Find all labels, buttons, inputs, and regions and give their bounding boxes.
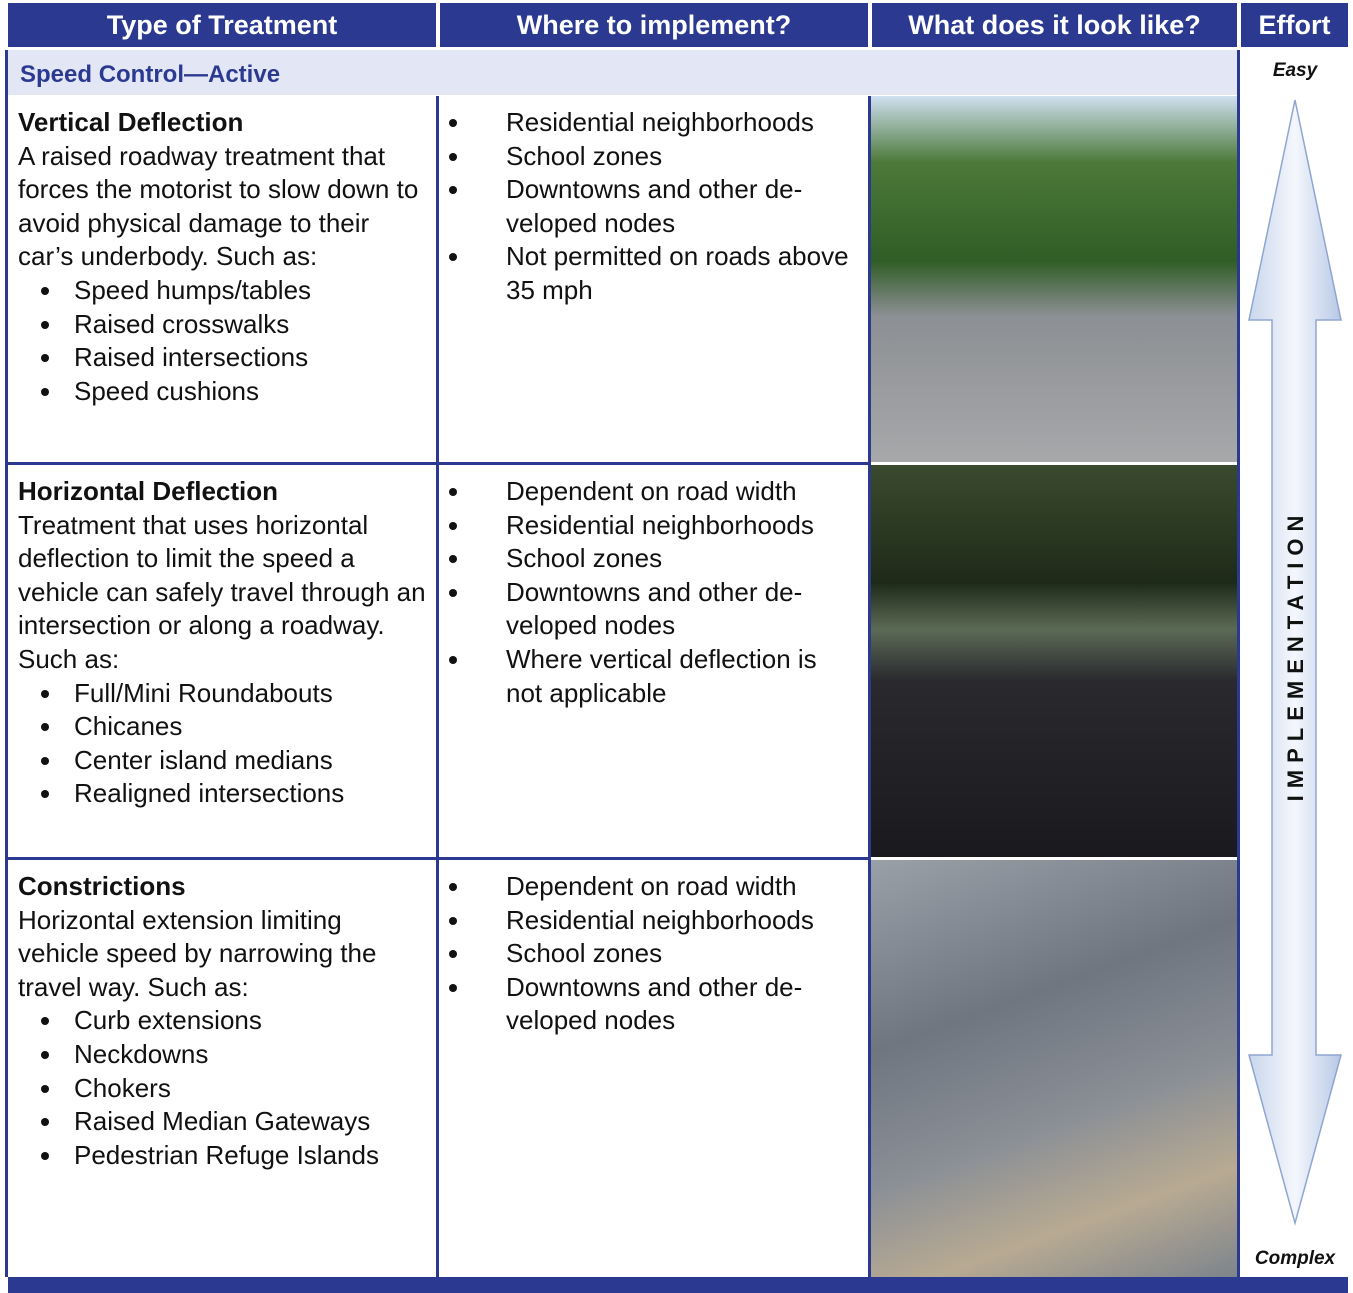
where-item: School zones bbox=[472, 140, 858, 174]
photo bbox=[871, 96, 1237, 462]
example-item: Full/Mini Roundabouts bbox=[64, 677, 426, 711]
column-divider bbox=[5, 50, 8, 1277]
example-item: Raised crosswalks bbox=[64, 308, 426, 342]
example-item: Chokers bbox=[64, 1072, 426, 1106]
example-item: Pedestrian Refuge Islands bbox=[64, 1139, 426, 1173]
example-item: Curb extensions bbox=[64, 1004, 426, 1038]
example-list: Curb extensionsNeckdownsChokersRaised Me… bbox=[18, 1004, 426, 1172]
column-divider bbox=[868, 96, 871, 1277]
example-item: Realigned intersections bbox=[64, 777, 426, 811]
example-item: Neckdowns bbox=[64, 1038, 426, 1072]
column-divider bbox=[436, 96, 439, 1277]
where-item: Downtowns and other de­veloped nodes bbox=[472, 576, 858, 643]
where-cell: Residential neighborhoodsSchool zonesDow… bbox=[440, 96, 868, 462]
where-item: Dependent on road width bbox=[472, 870, 858, 904]
treatment-cell: Constrictions Horizontal extension limiti… bbox=[8, 860, 436, 1277]
where-cell: Dependent on road widthResidential neigh… bbox=[440, 860, 868, 1277]
section-title: Speed Control—Active bbox=[8, 50, 1238, 95]
where-item: Dependent on road width bbox=[472, 475, 858, 509]
photo bbox=[871, 465, 1237, 857]
treatment-description: Horizontal extension limiting vehicle sp… bbox=[18, 904, 377, 1002]
where-item: School zones bbox=[472, 937, 858, 971]
treatment-title: Constrictions bbox=[18, 871, 186, 901]
where-item: Residential neighborhoods bbox=[472, 509, 858, 543]
treatment-cell: Horizontal Deflection Treatment that uses… bbox=[8, 465, 436, 857]
column-header: Type of Treatment bbox=[8, 3, 436, 47]
row-divider bbox=[8, 462, 871, 465]
footer-bar bbox=[8, 1277, 1348, 1293]
treatment-title: Horizontal Deflection bbox=[18, 476, 279, 506]
where-item: School zones bbox=[472, 542, 858, 576]
treatment-title: Vertical Deflection bbox=[18, 107, 244, 137]
example-item: Speed cushions bbox=[64, 375, 426, 409]
effort-top: Easy bbox=[1272, 60, 1318, 81]
where-list: Residential neighborhoodsSchool zonesDow… bbox=[450, 106, 858, 308]
treatment-cell: Vertical Deflection A raised roadway trea… bbox=[8, 96, 436, 462]
column-divider bbox=[1237, 50, 1240, 1277]
column-header: What does it look like? bbox=[872, 3, 1237, 47]
photo bbox=[871, 860, 1237, 1277]
treatment-description: A raised roadway treatment that forces t… bbox=[18, 140, 419, 272]
example-list: Full/Mini RoundaboutsChicanesCenter isla… bbox=[18, 677, 426, 811]
example-list: Speed humps/tablesRaised crosswalksRaise… bbox=[18, 274, 426, 408]
effort-arrow: IMPLEMENTATION bbox=[1248, 99, 1342, 1226]
where-item: Not permitted on roads above 35 mph bbox=[472, 240, 858, 307]
effort-label: IMPLEMENTATION bbox=[1283, 509, 1308, 802]
example-item: Speed humps/tables bbox=[64, 274, 426, 308]
where-item: Residential neighborhoods bbox=[472, 904, 858, 938]
where-item: Where vertical deflection is not applica… bbox=[472, 643, 858, 710]
where-list: Dependent on road widthResidential neigh… bbox=[450, 870, 858, 1038]
column-header: Effort bbox=[1241, 3, 1348, 47]
treatment-description: Treatment that uses horizontal deflectio… bbox=[18, 509, 426, 674]
effort-bottom: Complex bbox=[1254, 1248, 1336, 1269]
example-item: Raised Median Gateways bbox=[64, 1105, 426, 1139]
where-item: Downtowns and other de­veloped nodes bbox=[472, 971, 858, 1038]
where-cell: Dependent on road widthResidential neigh… bbox=[440, 465, 868, 857]
where-item: Residential neighborhoods bbox=[472, 106, 858, 140]
example-item: Center island medians bbox=[64, 744, 426, 778]
example-item: Chicanes bbox=[64, 710, 426, 744]
where-list: Dependent on road widthResidential neigh… bbox=[450, 475, 858, 710]
row-divider bbox=[8, 857, 871, 860]
column-header: Where to implement? bbox=[440, 3, 868, 47]
where-item: Downtowns and other de­veloped nodes bbox=[472, 173, 858, 240]
example-item: Raised intersections bbox=[64, 341, 426, 375]
